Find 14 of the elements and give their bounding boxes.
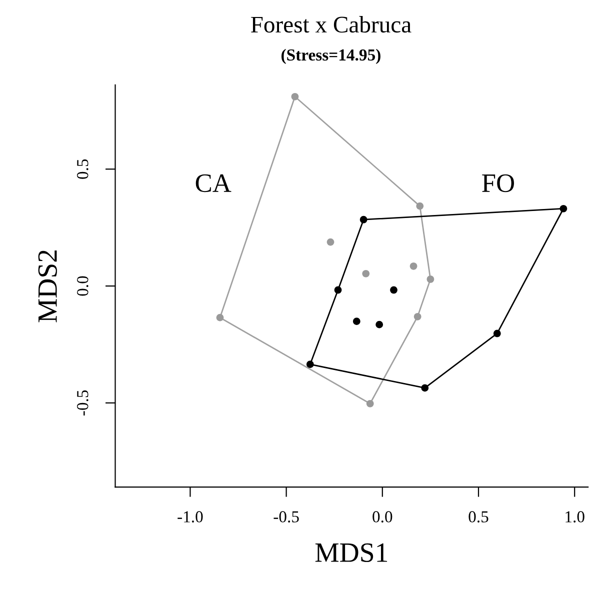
- y-tick-label: 0.5: [77, 159, 88, 179]
- chart-subtitle: (Stress=14.95): [281, 48, 380, 64]
- x-tick-label: -1.0: [178, 511, 203, 522]
- x-tick-label: 0.5: [468, 511, 488, 522]
- y-axis-title: MDS2: [38, 250, 57, 322]
- annotation: CA: [196, 174, 232, 192]
- y-tick-label: 0.0: [77, 276, 88, 296]
- y-tick-label: -0.5: [77, 390, 88, 416]
- annotation: FO: [482, 174, 514, 192]
- x-tick-label: 0.0: [372, 511, 392, 522]
- x-tick-label: 1.0: [566, 511, 584, 522]
- x-tick-label: -0.5: [274, 511, 299, 522]
- chart-title: Forest x Cabruca: [250, 16, 412, 33]
- x-axis-title: MDS1: [315, 543, 388, 562]
